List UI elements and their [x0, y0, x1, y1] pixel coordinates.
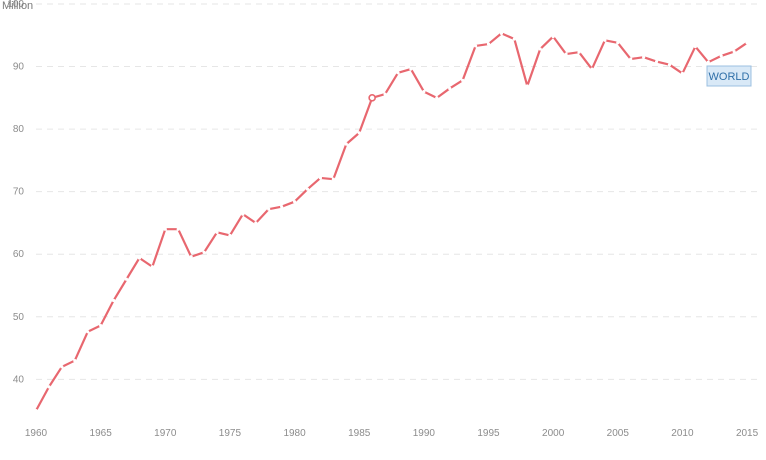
data-point-1962[interactable]: [60, 365, 64, 369]
data-point-1964[interactable]: [86, 330, 90, 334]
data-point-1975[interactable]: [228, 233, 232, 238]
data-point-1978[interactable]: [267, 207, 271, 211]
x-tick-label-1980: 1980: [283, 428, 306, 439]
data-point-2014[interactable]: [732, 49, 736, 54]
data-point-1997[interactable]: [512, 37, 516, 41]
data-point-2005[interactable]: [616, 41, 620, 45]
data-point-1972[interactable]: [189, 255, 193, 259]
data-point-1993[interactable]: [461, 78, 465, 82]
data-point-1981[interactable]: [305, 187, 310, 191]
data-point-1990[interactable]: [422, 89, 426, 94]
data-point-2015[interactable]: [745, 41, 749, 45]
series-line-world[interactable]: [34, 32, 749, 412]
data-point-1976[interactable]: [241, 212, 245, 216]
x-tick-label-1975: 1975: [219, 428, 242, 439]
x-tick-label-1995: 1995: [477, 428, 500, 439]
x-tick-label-2005: 2005: [607, 428, 630, 439]
data-point-1985[interactable]: [357, 131, 361, 135]
data-point-1999[interactable]: [538, 47, 542, 51]
y-tick-label-90: 90: [13, 62, 25, 73]
data-point-1971[interactable]: [176, 227, 180, 231]
y-tick-label-60: 60: [13, 249, 25, 260]
y-axis-ticks: 40 50 60 70 80 90 100: [7, 0, 24, 385]
x-tick-label-1960: 1960: [25, 428, 48, 439]
data-point-2002[interactable]: [577, 50, 581, 54]
data-point-2000[interactable]: [551, 34, 555, 39]
data-point-1974[interactable]: [215, 230, 219, 234]
data-point-1998[interactable]: [525, 84, 529, 88]
data-point-1960[interactable]: [34, 409, 38, 413]
data-point-1963[interactable]: [73, 358, 77, 363]
y-tick-label-40: 40: [13, 374, 25, 385]
x-tick-label-2015: 2015: [736, 428, 759, 439]
data-point-1973[interactable]: [202, 250, 206, 254]
series-legend[interactable]: WORLD: [706, 65, 752, 87]
x-tick-label-2010: 2010: [671, 428, 694, 439]
data-point-1977[interactable]: [254, 221, 258, 225]
data-point-1965[interactable]: [99, 323, 103, 328]
legend-box[interactable]: [706, 65, 752, 87]
y-tick-label-80: 80: [13, 124, 25, 135]
data-point-2008[interactable]: [654, 59, 659, 64]
data-point-1983[interactable]: [331, 177, 335, 181]
data-point-1996[interactable]: [499, 31, 504, 36]
x-tick-label-1965: 1965: [90, 428, 113, 439]
data-point-1984[interactable]: [344, 142, 348, 146]
data-point-2003[interactable]: [590, 67, 594, 71]
data-point-1966[interactable]: [111, 298, 116, 303]
y-tick-label-100: 100: [7, 0, 24, 10]
data-point-1970[interactable]: [163, 227, 167, 231]
data-point-1982[interactable]: [318, 176, 323, 180]
data-point-1994[interactable]: [473, 44, 478, 48]
x-axis-ticks: 1960 1965 1970 1975 1980 1985 1990 1995 2000 2005…: [25, 428, 759, 439]
y-axis-unit-label: Million: [2, 0, 33, 12]
data-point-2004[interactable]: [603, 38, 607, 42]
data-point-1980[interactable]: [292, 200, 297, 204]
data-point-1979[interactable]: [280, 205, 284, 209]
x-tick-label-1990: 1990: [413, 428, 436, 439]
data-point-1967[interactable]: [124, 277, 129, 281]
data-point-2007[interactable]: [642, 55, 646, 59]
data-point-1987[interactable]: [383, 92, 387, 96]
data-point-2006[interactable]: [629, 57, 633, 61]
y-tick-label-70: 70: [13, 187, 25, 198]
data-point-2013[interactable]: [719, 54, 723, 58]
data-point-2012[interactable]: [706, 60, 710, 64]
data-point-1989[interactable]: [409, 67, 413, 71]
data-point-2011[interactable]: [693, 44, 697, 49]
series-layer: [34, 31, 749, 413]
data-point-2010[interactable]: [680, 71, 685, 76]
data-point-1969[interactable]: [150, 265, 154, 269]
data-point-1991[interactable]: [435, 96, 439, 100]
data-point-2009[interactable]: [667, 63, 672, 67]
x-tick-label-1970: 1970: [154, 428, 177, 439]
data-point-1968[interactable]: [137, 256, 142, 260]
y-tick-label-50: 50: [13, 312, 25, 323]
x-tick-label-2000: 2000: [542, 428, 565, 439]
data-point-1988[interactable]: [396, 71, 400, 75]
x-tick-label-1985: 1985: [348, 428, 371, 439]
data-point-2001[interactable]: [564, 52, 568, 56]
legend-label[interactable]: WORLD: [709, 71, 750, 83]
data-point-1992[interactable]: [448, 86, 452, 91]
data-point-1961[interactable]: [47, 385, 51, 389]
data-point-1995[interactable]: [486, 42, 491, 46]
highlight-point-1986[interactable]: [368, 94, 376, 102]
